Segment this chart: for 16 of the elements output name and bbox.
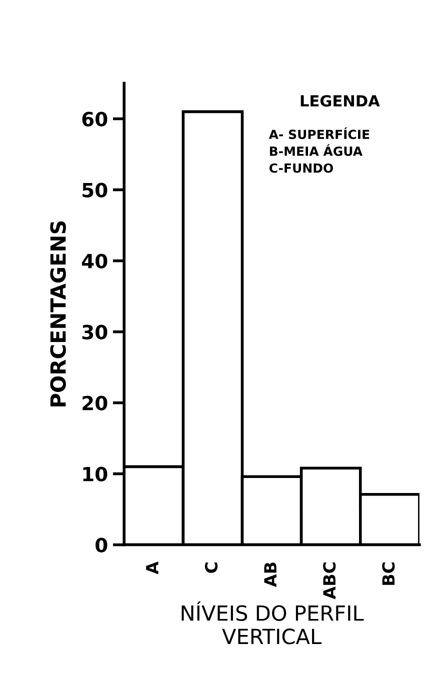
x-axis-title: NÍVEIS DO PERFIL VERTICAL [182, 601, 364, 644]
y-tick-label: 40 [82, 254, 108, 268]
y-tick-label: 20 [82, 396, 108, 410]
y-axis-title: PORCENTAGENS [50, 221, 66, 406]
x-tick-label: ABC [323, 562, 336, 600]
x-tick-label: C [204, 562, 218, 573]
y-tick-label: 0 [96, 538, 108, 552]
annotation: A- SUPERFÍCIE B-MEIA ÁGUA C-FUNDO [268, 127, 370, 173]
x-tick-label: BC [382, 562, 395, 585]
x-tick-label: A [146, 562, 158, 574]
y-tick-label: 30 [82, 324, 108, 340]
y-tick-label: 50 [82, 182, 108, 198]
annotation: LEGENDA [300, 95, 380, 107]
x-tick-label: AB [264, 562, 276, 587]
y-tick-label: 60 [82, 112, 108, 126]
y-tick-label: 10 [83, 466, 108, 482]
